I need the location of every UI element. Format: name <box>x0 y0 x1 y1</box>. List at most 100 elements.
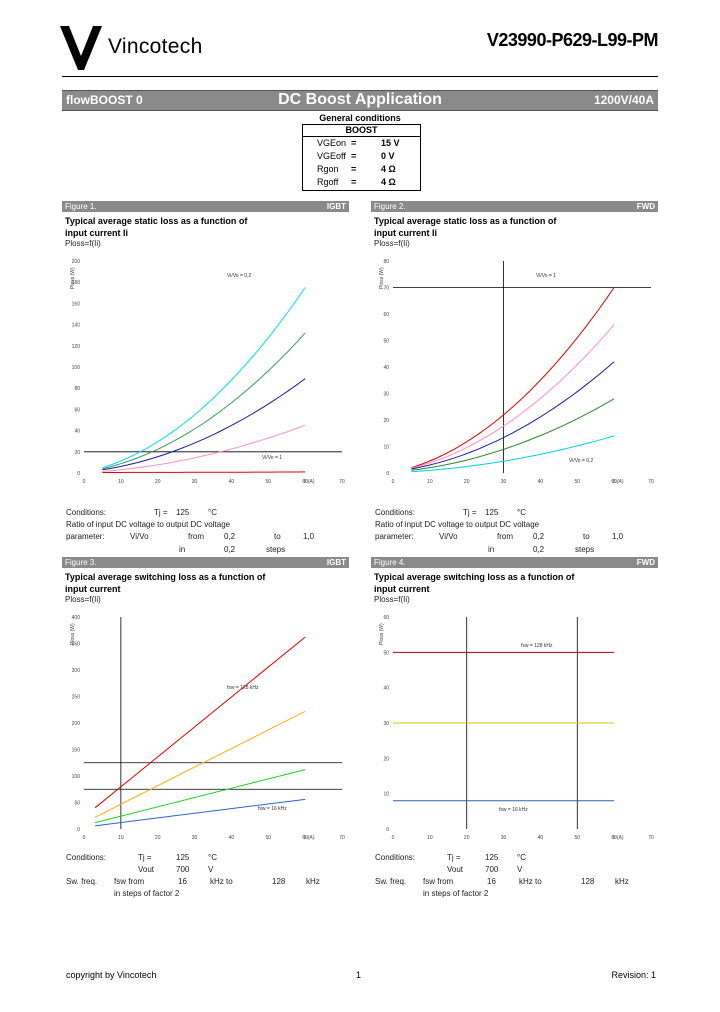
condition-text: 1,0 <box>303 532 315 541</box>
condition-eq: = <box>351 138 357 148</box>
y-tick-label: 20 <box>383 756 389 762</box>
x-tick-label: 70 <box>648 835 654 841</box>
x-tick-label: 10 <box>118 479 124 485</box>
figure-header: Figure 2. FWD <box>371 201 658 212</box>
x-tick-label: 20 <box>155 835 161 841</box>
y-tick-label: 50 <box>383 650 389 656</box>
condition-text: 125 <box>176 508 190 517</box>
series-line <box>94 769 306 824</box>
y-tick-label: 100 <box>72 774 81 780</box>
x-tick-label: 60 <box>611 835 617 841</box>
condition-value: 4 Ω <box>381 177 396 187</box>
header-rule <box>62 76 658 77</box>
condition-text: 0,2 <box>533 545 545 554</box>
condition-eq: = <box>351 177 357 187</box>
condition-text: Conditions: <box>66 508 107 517</box>
y-tick-label: 200 <box>72 721 81 727</box>
condition-text: Vi/Vo <box>130 532 149 541</box>
revision: Revision: 1 <box>611 970 656 980</box>
x-tick-label: 70 <box>339 479 345 485</box>
condition-param: VGEoff <box>317 151 346 161</box>
series-line <box>411 361 615 470</box>
condition-text: Vout <box>138 865 155 874</box>
series-line <box>102 332 306 470</box>
y-tick-label: 40 <box>383 365 389 371</box>
chart-1: 0 10 20 30 40 50 60 70 0 20 40 60 80 100 120 140 160 180 2… <box>70 259 345 485</box>
logo-text: Vincotech <box>108 35 203 58</box>
condition-text: 700 <box>485 865 499 874</box>
y-tick-label: 10 <box>383 792 389 798</box>
y-tick-label: 60 <box>383 615 389 621</box>
figure-label: Figure 1. <box>65 202 97 211</box>
figure-title-line2: input current <box>65 584 121 594</box>
y-tick-label: 50 <box>74 801 80 807</box>
condition-text: Ratio of input DC voltage to output DC v… <box>375 520 540 529</box>
x-tick-label: 20 <box>155 479 161 485</box>
series-line <box>102 378 306 471</box>
condition-text: to <box>274 532 281 541</box>
y-tick-label: 0 <box>77 827 80 833</box>
y-tick-label: 200 <box>72 259 81 265</box>
condition-text: V <box>208 865 214 874</box>
x-tick-label: 40 <box>538 479 544 485</box>
condition-text: steps <box>266 545 286 554</box>
condition-text: 0,2 <box>224 532 236 541</box>
product-family: flowBOOST 0 <box>66 93 143 107</box>
figure-header: Figure 1. IGBT <box>62 201 349 212</box>
rating: 1200V/40A <box>593 93 654 107</box>
figure-title-line1: Typical average static loss as a functio… <box>65 216 248 226</box>
x-tick-label: 50 <box>575 479 581 485</box>
condition-text: 125 <box>485 853 499 862</box>
y-tick-label: 150 <box>72 748 81 754</box>
x-tick-label: 50 <box>266 479 272 485</box>
y-tick-label: 160 <box>72 301 81 307</box>
x-tick-label: 30 <box>192 835 198 841</box>
condition-text: in steps of factor 2 <box>114 889 180 898</box>
series-line <box>94 636 306 809</box>
boost-header: BOOST <box>303 125 420 137</box>
condition-text: Tj = <box>463 508 477 517</box>
x-tick-label: 10 <box>427 835 433 841</box>
condition-param: Rgoff <box>317 177 339 187</box>
condition-text: kHz to <box>210 877 233 886</box>
y-tick-label: 30 <box>383 721 389 727</box>
curve-label: fsw = 16 kHz <box>258 806 287 812</box>
page-number: 1 <box>356 970 362 980</box>
x-tick-label: 10 <box>427 479 433 485</box>
x-tick-label: 30 <box>192 479 198 485</box>
title-bar: flowBOOST 0 DC Boost Application 1200V/4… <box>62 90 658 111</box>
figure-title-line1: Typical average switching loss as a func… <box>374 572 575 582</box>
figure-title-line1: Typical average static loss as a functio… <box>374 216 557 226</box>
figure-title-line1: Typical average switching loss as a func… <box>65 572 266 582</box>
x-tick-label: 60 <box>302 479 308 485</box>
condition-text: 128 <box>581 877 595 886</box>
condition-text: 125 <box>176 853 190 862</box>
condition-value: 15 V <box>381 138 400 148</box>
x-tick-label: 70 <box>648 479 654 485</box>
figure-title-line2: input current Ii <box>374 228 437 238</box>
condition-value: 0 V <box>381 151 395 161</box>
y-tick-label: 400 <box>72 615 81 621</box>
figure-title-line2: input current <box>374 584 430 594</box>
figure-tag: IGBT <box>326 202 346 211</box>
series-line <box>411 287 615 469</box>
condition-text: kHz <box>615 877 629 886</box>
x-tick-label: 20 <box>464 479 470 485</box>
condition-text: °C <box>208 853 217 862</box>
condition-text: Tj = <box>447 853 461 862</box>
y-tick-label: 0 <box>386 471 389 477</box>
chart-4: 0 10 20 30 40 50 60 70 0 10 20 30 40 50 60 Ploss (W) Ii … <box>379 615 654 841</box>
condition-text: °C <box>208 508 217 517</box>
condition-text: to <box>583 532 590 541</box>
condition-text: in steps of factor 2 <box>423 889 489 898</box>
y-axis-label: Ploss (W) <box>379 623 385 645</box>
condition-param: Rgon <box>317 164 339 174</box>
condition-text: Vout <box>447 865 464 874</box>
condition-text: Tj = <box>138 853 152 862</box>
condition-text: Conditions: <box>375 508 416 517</box>
condition-row: VGEon = 15 V <box>303 137 420 150</box>
x-tick-label: 60 <box>302 835 308 841</box>
series-line <box>102 287 306 469</box>
x-tick-label: 50 <box>266 835 272 841</box>
curve-label: Vi/Vo = 1 <box>536 273 556 279</box>
